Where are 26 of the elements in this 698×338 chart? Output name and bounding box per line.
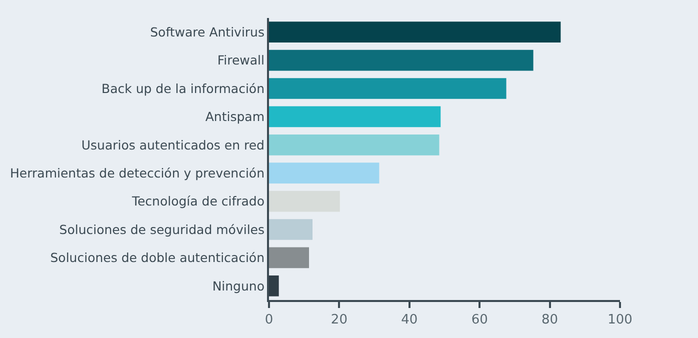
x-tick-label: 20 xyxy=(330,312,348,328)
y-tick-label: Software Antivirus xyxy=(150,24,264,40)
bar xyxy=(269,190,340,212)
y-tick-label: Antispam xyxy=(205,109,264,124)
x-tick-label: 60 xyxy=(471,312,488,328)
bar xyxy=(269,275,279,296)
x-tick-label: 0 xyxy=(264,312,274,328)
bar xyxy=(269,134,440,156)
bar xyxy=(269,219,313,240)
y-tick-label: Firewall xyxy=(217,52,264,68)
bar xyxy=(269,106,441,128)
y-tick-label: Ninguno xyxy=(212,278,264,294)
y-tick-label: Soluciones de doble autenticación xyxy=(50,250,264,266)
x-tick-label: 40 xyxy=(401,312,418,328)
y-tick-label: Usuarios autenticados en red xyxy=(81,137,264,152)
y-tick-label: Soluciones de seguridad móviles xyxy=(59,222,264,237)
bar xyxy=(269,78,506,99)
bar xyxy=(269,162,380,184)
y-tick-label: Back up de la información xyxy=(102,80,264,96)
y-tick-label: Herramientas de detección y prevención xyxy=(10,165,264,180)
x-tick-label: 80 xyxy=(542,312,558,328)
y-tick-label: Tecnología de cifrado xyxy=(130,194,264,209)
bar xyxy=(269,50,534,71)
bar xyxy=(269,22,561,43)
x-tick-label: 100 xyxy=(608,312,632,328)
bar xyxy=(269,247,310,268)
